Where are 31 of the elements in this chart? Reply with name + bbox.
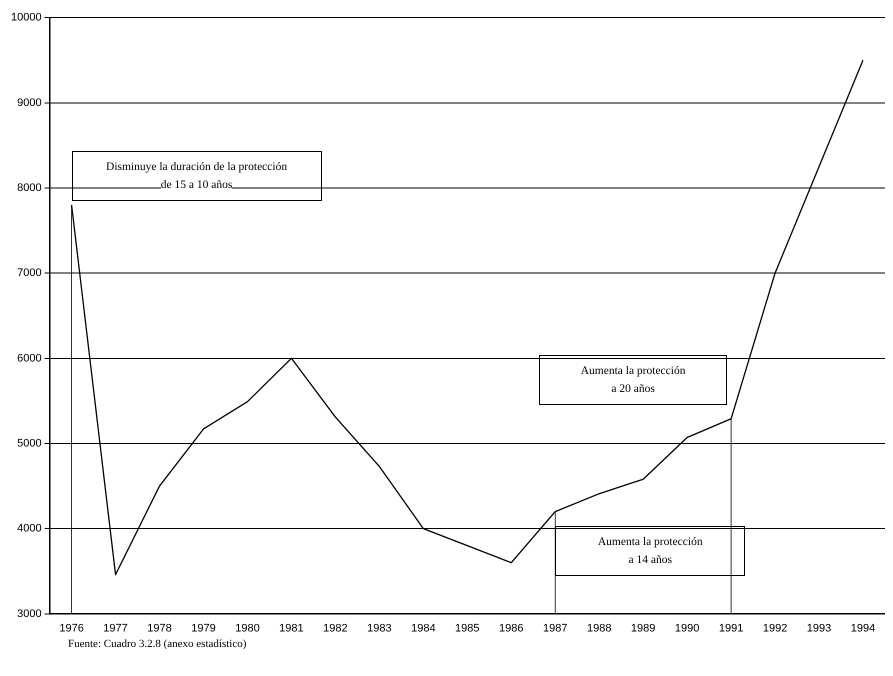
x-tick-label: 1987 [542, 622, 568, 634]
y-tick-label: 7000 [17, 267, 42, 280]
x-tick-label: 1992 [762, 622, 788, 634]
x-tick-label: 1979 [191, 622, 216, 634]
y-tick-label: 5000 [17, 437, 42, 450]
x-tick-label: 1990 [674, 622, 700, 634]
x-tick-label: 1983 [367, 622, 392, 634]
x-tick-label: 1985 [455, 622, 480, 634]
x-tick-label: 1977 [103, 622, 128, 634]
annotation: Aumenta la protección a 20 años [580, 364, 686, 395]
x-tick-label: 1978 [147, 622, 172, 634]
x-tick-label: 1976 [59, 622, 84, 634]
y-tick-label: 6000 [17, 352, 42, 364]
y-tick-label: 10000 [10, 12, 42, 24]
source-note: Fuente: Cuadro 3.2.8 (anexo estadístico) [68, 638, 246, 650]
x-tick-label: 1981 [279, 622, 304, 634]
x-tick-label: 1980 [235, 622, 260, 634]
x-tick-label: 1993 [806, 622, 832, 634]
x-tick-label: 1988 [586, 622, 612, 634]
x-tick-label: 1989 [630, 622, 656, 634]
x-tick-label: 1991 [718, 622, 744, 634]
x-tick-label: 1994 [850, 622, 876, 634]
y-tick-label: 3000 [17, 608, 42, 620]
annotation: Aumenta la protección a 14 años [598, 536, 703, 566]
annotation: Disminuye la duración de la protección de 15 a 10 años [106, 160, 288, 191]
x-tick-label: 1986 [499, 622, 524, 634]
y-tick-label: 9000 [17, 96, 42, 109]
y-tick-label: 4000 [17, 522, 42, 535]
x-tick-label: 1982 [323, 622, 348, 634]
y-tick-label: 8000 [17, 182, 42, 194]
x-tick-label: 1984 [411, 622, 436, 634]
